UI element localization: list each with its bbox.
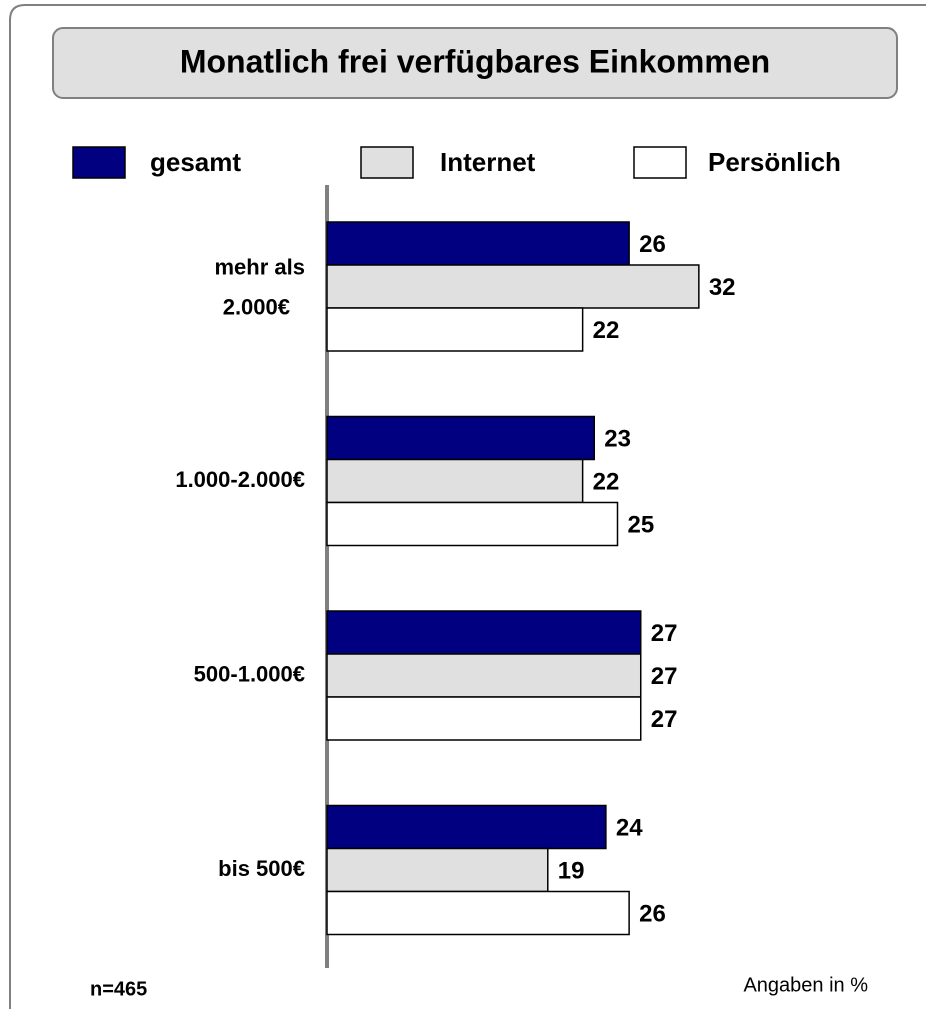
category-label: 500-1.000€ — [194, 661, 305, 686]
bar — [326, 653, 642, 698]
unit-note: Angaben in % — [743, 974, 868, 996]
category-label: 1.000-2.000€ — [175, 467, 305, 492]
value-label: 32 — [709, 274, 736, 301]
legend-swatch — [360, 146, 414, 179]
footnote: n=465 — [90, 978, 147, 1000]
frame — [9, 4, 926, 1009]
legend-label: Persönlich — [708, 147, 841, 177]
value-label: 23 — [604, 425, 631, 452]
value-label: 26 — [639, 900, 666, 927]
bar — [326, 264, 700, 309]
value-label: 19 — [558, 857, 585, 884]
legend-label: Internet — [440, 147, 536, 177]
title-box — [52, 27, 898, 99]
bar — [326, 847, 549, 893]
value-label: 27 — [651, 663, 678, 690]
value-label: 22 — [593, 468, 620, 495]
bar — [326, 458, 584, 504]
value-label: 24 — [616, 814, 643, 841]
category-label: mehr als 2.000€ — [215, 254, 306, 319]
category-label: bis 500€ — [218, 856, 305, 881]
value-label: 25 — [628, 511, 655, 538]
legend-label: gesamt — [150, 147, 241, 177]
bar — [326, 696, 642, 741]
value-label: 27 — [651, 620, 678, 647]
bar — [326, 804, 607, 850]
value-label: 22 — [593, 317, 620, 344]
value-label: 27 — [651, 706, 678, 733]
bar — [326, 221, 630, 266]
bar — [326, 501, 619, 547]
bar — [326, 415, 596, 461]
legend-swatch — [72, 146, 126, 179]
bar — [326, 610, 642, 655]
bar — [326, 307, 584, 352]
chart-title: Monatlich frei verfügbares Einkommen — [180, 43, 770, 79]
bar — [326, 890, 630, 936]
legend-swatch — [633, 146, 687, 179]
value-label: 26 — [639, 231, 666, 258]
